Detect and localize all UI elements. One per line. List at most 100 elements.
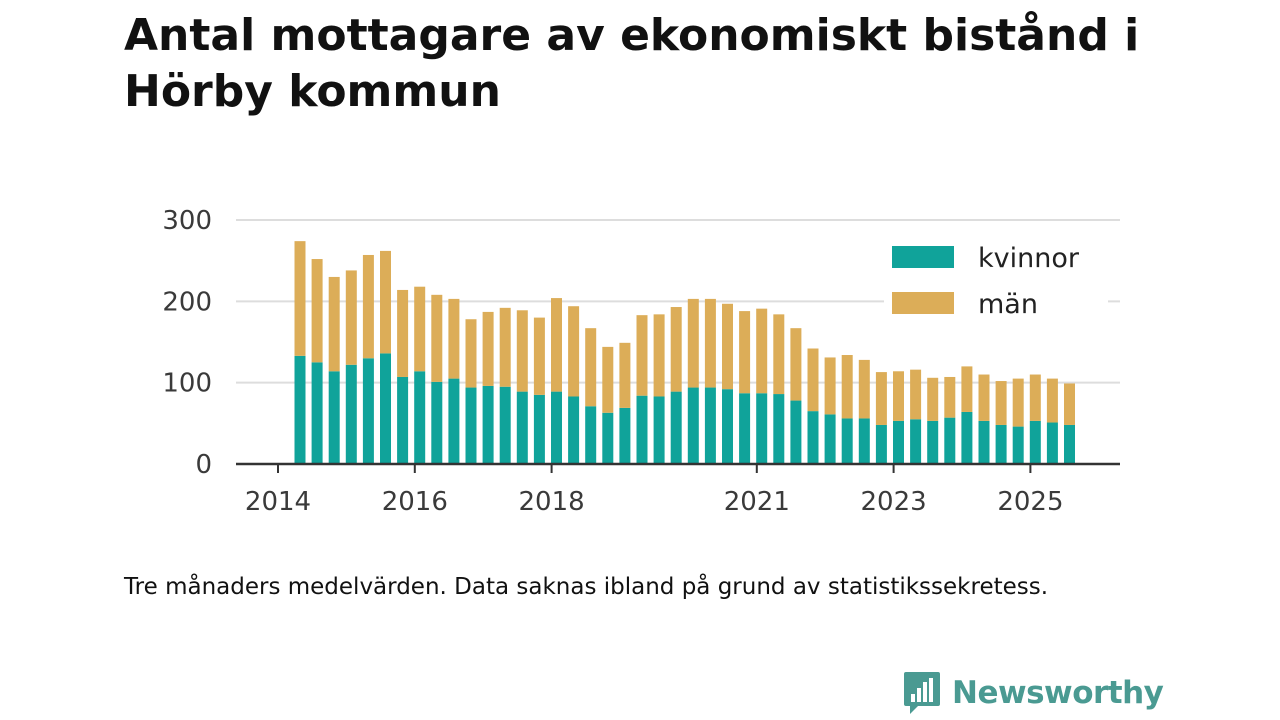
bar-man [790,328,802,401]
bar-man [910,369,922,420]
bar-man [414,286,426,372]
bar-man [380,250,391,354]
bar-man [773,314,785,395]
bar-kvinnor [739,393,751,464]
bar-man [362,254,374,359]
bar-man [448,298,460,379]
bar-kvinnor [1064,424,1075,464]
bar-kvinnor [328,371,340,464]
bar-man [858,359,870,419]
newsworthy-logo-icon [904,672,940,714]
bar-man [328,276,340,372]
bar-kvinnor [961,411,973,464]
legend-swatch-kvinnor [892,246,954,268]
bar-man [345,270,357,365]
bar-kvinnor [978,420,990,464]
bar-kvinnor [533,394,545,464]
bar-kvinnor [585,406,597,464]
bar-kvinnor [499,386,511,464]
newsworthy-logo-text: Newsworthy [952,675,1164,711]
bar-man [1029,374,1041,421]
y-tick-label: 300 [162,206,212,236]
bar-kvinnor [362,358,374,464]
bar-man [756,308,768,394]
y-tick-label: 0 [195,450,212,480]
bar-kvinnor [858,418,870,464]
bar-kvinnor [910,419,922,464]
chart-caption: Tre månaders medelvärden. Data saknas ib… [124,574,1049,600]
x-tick-label: 2023 [861,487,927,517]
bar-kvinnor [602,412,614,464]
bar-man [568,306,580,397]
bar-man [653,314,665,397]
bar-kvinnor [1046,422,1058,464]
bar-man [995,381,1007,425]
bar-man [807,348,819,412]
bar-man [311,259,323,363]
bar-man [927,377,939,421]
newsworthy-logo: Newsworthy [902,668,1164,718]
bar-kvinnor [653,396,665,464]
bar-man [431,294,443,382]
bar-man [824,357,836,415]
x-tick-label: 2016 [382,487,448,517]
bar-kvinnor [893,420,904,464]
bar-kvinnor [380,353,391,464]
bar-man [619,342,631,408]
bar-kvinnor [1029,420,1041,464]
bar-man [961,366,973,412]
bar-man [294,241,306,356]
bar-man [465,319,477,388]
bar-kvinnor [568,396,580,464]
bar-man [944,376,956,418]
bar-man [636,315,648,396]
bar-kvinnor [944,417,956,464]
bar-man [533,317,545,395]
bar-man [1064,383,1075,425]
bar-kvinnor [841,418,853,464]
bar-kvinnor [687,387,699,464]
legend-label-kvinnor: kvinnor [978,243,1080,274]
bar-kvinnor [670,391,682,464]
bar-man [893,371,904,421]
bar-kvinnor [636,395,648,464]
bar-kvinnor [619,407,631,464]
legend-label-man: män [978,289,1038,320]
bar-man [585,328,597,407]
bar-man [1012,378,1024,427]
bar-kvinnor [414,371,426,464]
bar-man [551,298,562,392]
x-tick-label: 2018 [519,487,585,517]
y-tick-label: 100 [162,369,212,399]
x-tick-label: 2014 [245,487,311,517]
bar-kvinnor [482,385,494,464]
bar-man [1046,378,1058,423]
bar-kvinnor [773,394,785,464]
bar-kvinnor [516,391,528,464]
bar-kvinnor [551,391,562,464]
bar-man [499,307,511,387]
bar-man [704,298,716,388]
bar-kvinnor [397,376,409,464]
bar-kvinnor [345,364,357,464]
bar-kvinnor [790,400,802,464]
bar-kvinnor [311,362,323,464]
bar-kvinnor [431,381,443,464]
bar-kvinnor [448,378,460,464]
bar-man [397,289,409,377]
y-tick-label: 200 [162,287,212,317]
bar-man [516,310,528,392]
bar-kvinnor [294,355,306,464]
x-tick-label: 2025 [997,487,1063,517]
legend-swatch-man [892,292,954,314]
bar-kvinnor [756,393,768,464]
bar-kvinnor [704,387,716,464]
bar-kvinnor [927,420,939,464]
bar-man [687,298,699,388]
bar-kvinnor [722,389,733,464]
bar-kvinnor [875,424,887,464]
bar-kvinnor [995,424,1007,464]
bar-man [602,346,614,413]
